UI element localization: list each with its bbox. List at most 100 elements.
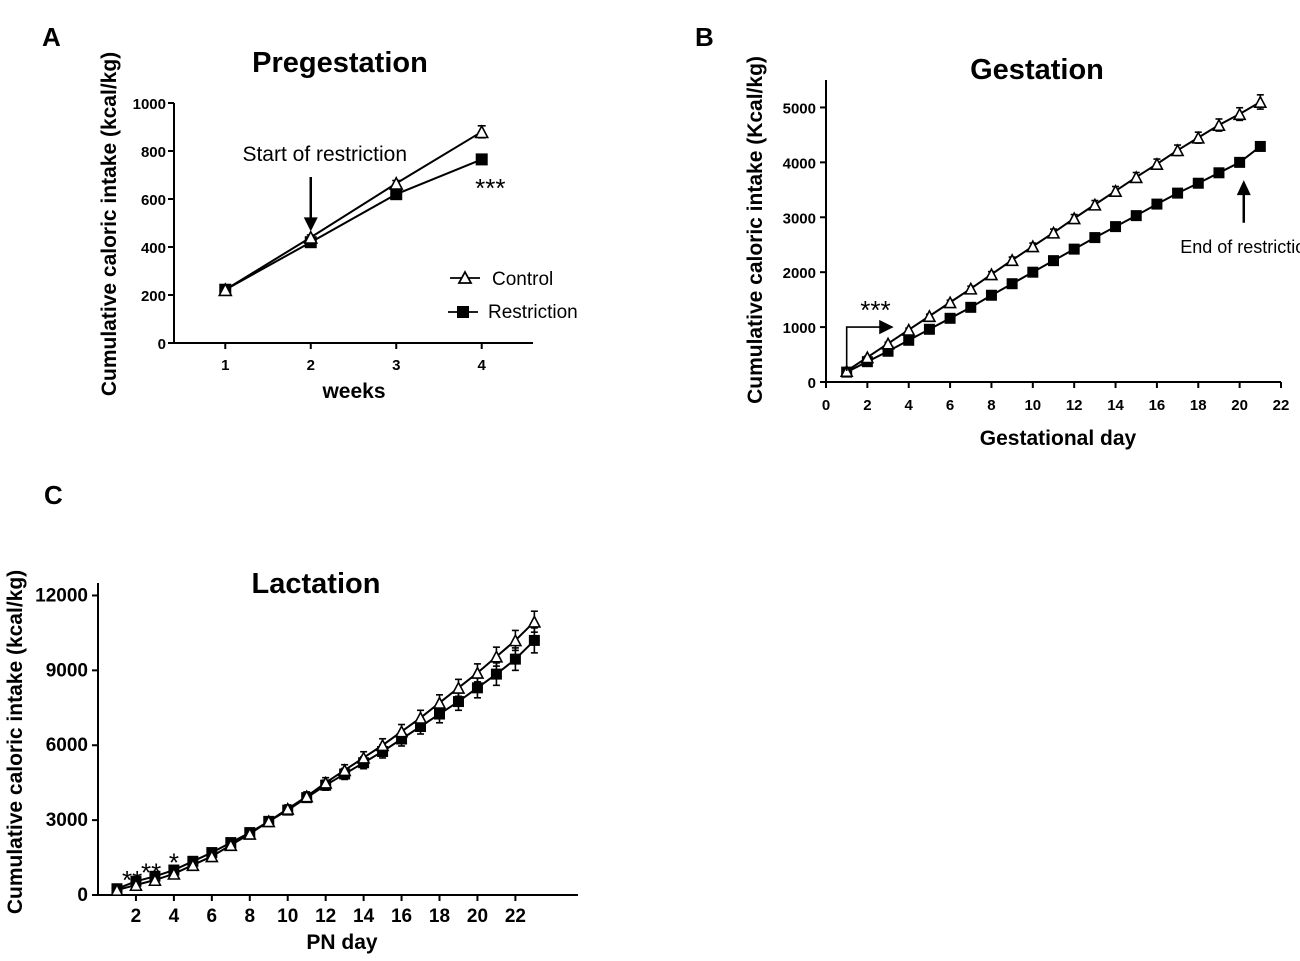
panel-c-control-point [205, 849, 219, 863]
panel-c-control-point [432, 695, 447, 709]
panel-c-series [110, 610, 542, 897]
panel-a-control-point [217, 282, 233, 297]
panel-c-control-point [394, 724, 409, 738]
panel-c-x-tick-label: 2 [131, 906, 142, 927]
panel-c-significance: * [169, 847, 179, 877]
panel-b-restriction-point [1234, 156, 1246, 168]
panel-a-x-tick-label: 4 [478, 357, 487, 374]
panel-a-y-tick-label: 400 [141, 240, 166, 257]
panel-a-annotations: Start of restriction *** [242, 143, 505, 232]
panel-a-x-tick-label: 3 [392, 357, 400, 374]
panel-c-restriction-point [509, 653, 521, 665]
panel-a-significance: *** [475, 173, 505, 203]
panel-b-annotation-end: End of restriction [1180, 237, 1300, 257]
panel-a-control-point [474, 124, 490, 139]
panel-b-control-point [860, 350, 875, 364]
panel-c-control-point [129, 878, 143, 892]
panel-c-control-point [110, 883, 124, 897]
panel-c: C Lactation Cumulative caloric intake (k… [4, 480, 578, 954]
panel-c-restriction-point [434, 708, 446, 720]
panel-c-control-point [413, 710, 428, 724]
panel-b-control-point [1232, 107, 1247, 121]
panel-b-restriction-point [944, 312, 956, 324]
panel-c-x-tick-label: 22 [505, 906, 526, 927]
panel-a-x-axis-label: weeks [321, 380, 385, 403]
panel-c-x-tick-label: 18 [429, 906, 450, 927]
panel-a-x-tick-label: 1 [221, 357, 229, 374]
panel-b-x-tick-label: 2 [863, 397, 871, 414]
panel-a-x-tick-label: 2 [307, 357, 315, 374]
panel-b-bracket-arrow [845, 319, 894, 372]
panel-b-significance: *** [860, 295, 890, 325]
panel-a-y-tick-label: 800 [141, 144, 166, 161]
panel-c-annotations: **** * [122, 847, 179, 894]
panel-c-control-point [280, 801, 295, 815]
panel-b-series [839, 94, 1268, 378]
panel-c-y-tick-label: 0 [77, 885, 88, 906]
panel-b-control-point [1025, 239, 1040, 253]
panel-b: B Gestation Cumulative caloric intake (K… [695, 22, 1300, 450]
panel-b-control-point [1212, 118, 1226, 132]
panel-b-axes: 0 2 4 6 8 10 12 14 16 18 20 22 0 1000 2000 3000 4000 5000 [783, 80, 1289, 414]
legend-control-label: Control [492, 269, 553, 290]
panel-b-y-axis-label: Cumulative caloric intake (Kcal/kg) [744, 56, 767, 404]
panel-c-control-point [318, 775, 333, 789]
panel-b-restriction-point [1172, 187, 1184, 199]
panel-b-restriction-point [985, 289, 997, 301]
panel-b-control-point [1108, 183, 1123, 197]
panel-b-restriction-point [1213, 167, 1225, 179]
panel-b-control-point [943, 295, 957, 309]
panel-c-restriction-point [452, 696, 464, 708]
panel-b-arrow-up-head [1236, 180, 1251, 196]
panel-b-restriction-point [965, 301, 977, 313]
panel-c-control-point [167, 866, 181, 880]
panel-b-control-point [922, 309, 937, 323]
panel-b-restriction-point [1089, 232, 1101, 244]
panel-c-y-tick-label: 12000 [35, 585, 88, 606]
panel-c-title: Lactation [252, 568, 381, 600]
panel-b-title: Gestation [970, 54, 1104, 86]
panel-b-control-point [881, 336, 895, 350]
panel-c-restriction-point [471, 682, 483, 694]
panel-c-control-point [527, 614, 542, 628]
panel-a-restriction-point [475, 153, 488, 166]
panel-b-y-tick-label: 1000 [783, 320, 816, 337]
panel-b-control-point [1129, 170, 1144, 184]
panel-b-control-point [1046, 225, 1061, 239]
panel-c-control-point [337, 763, 352, 777]
panel-b-restriction-point [1130, 210, 1142, 222]
panel-c-x-tick-label: 16 [391, 906, 412, 927]
panel-c-x-tick-label: 10 [277, 906, 298, 927]
panel-b-y-tick-label: 5000 [783, 100, 816, 117]
panel-b-control-point [1170, 143, 1185, 157]
panel-b-y-tick-label: 3000 [783, 210, 816, 227]
panel-a-title: Pregestation [252, 47, 428, 79]
panel-b-control-point [963, 281, 978, 295]
legend-restriction-marker [457, 306, 469, 318]
panel-b-control-point [984, 267, 999, 281]
panel-c-significance: ** [141, 857, 161, 887]
panel-a-series [217, 124, 490, 297]
panel-a-control-point [303, 229, 319, 244]
panel-b-x-tick-label: 14 [1107, 397, 1124, 414]
panel-c-control-point [508, 633, 523, 647]
panel-a-annotation-start: Start of restriction [242, 143, 407, 166]
panel-a-y-tick-label: 0 [158, 336, 166, 353]
panel-c-control-point [186, 858, 200, 872]
panel-c-significance: ** [122, 865, 142, 895]
panel-c-restriction-point [528, 634, 540, 646]
panel-c-y-tick-label: 3000 [46, 810, 88, 831]
panel-b-restriction-point [1048, 255, 1059, 267]
panel-letter-c: C [44, 480, 63, 510]
panel-b-restriction-point [1192, 177, 1204, 189]
panel-c-restriction-point [396, 733, 408, 745]
legend-control-marker [457, 270, 473, 284]
panel-c-y-tick-label: 6000 [46, 735, 88, 756]
panel-a-control-point [388, 175, 404, 190]
panel-c-x-tick-label: 6 [207, 906, 218, 927]
panel-c-axes: 2 4 6 8 10 12 14 16 18 20 22 0 3000 6000 9000 12000 [35, 583, 578, 927]
panel-c-x-tick-label: 4 [169, 906, 180, 927]
panel-c-x-axis-label: PN day [306, 931, 378, 954]
panel-c-control-point [242, 826, 257, 840]
